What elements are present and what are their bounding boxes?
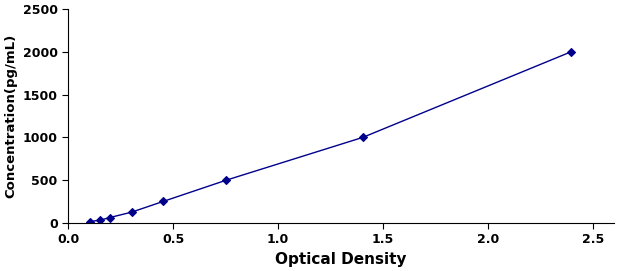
X-axis label: Optical Density: Optical Density: [275, 252, 407, 267]
Y-axis label: Concentration(pg/mL): Concentration(pg/mL): [4, 34, 17, 198]
